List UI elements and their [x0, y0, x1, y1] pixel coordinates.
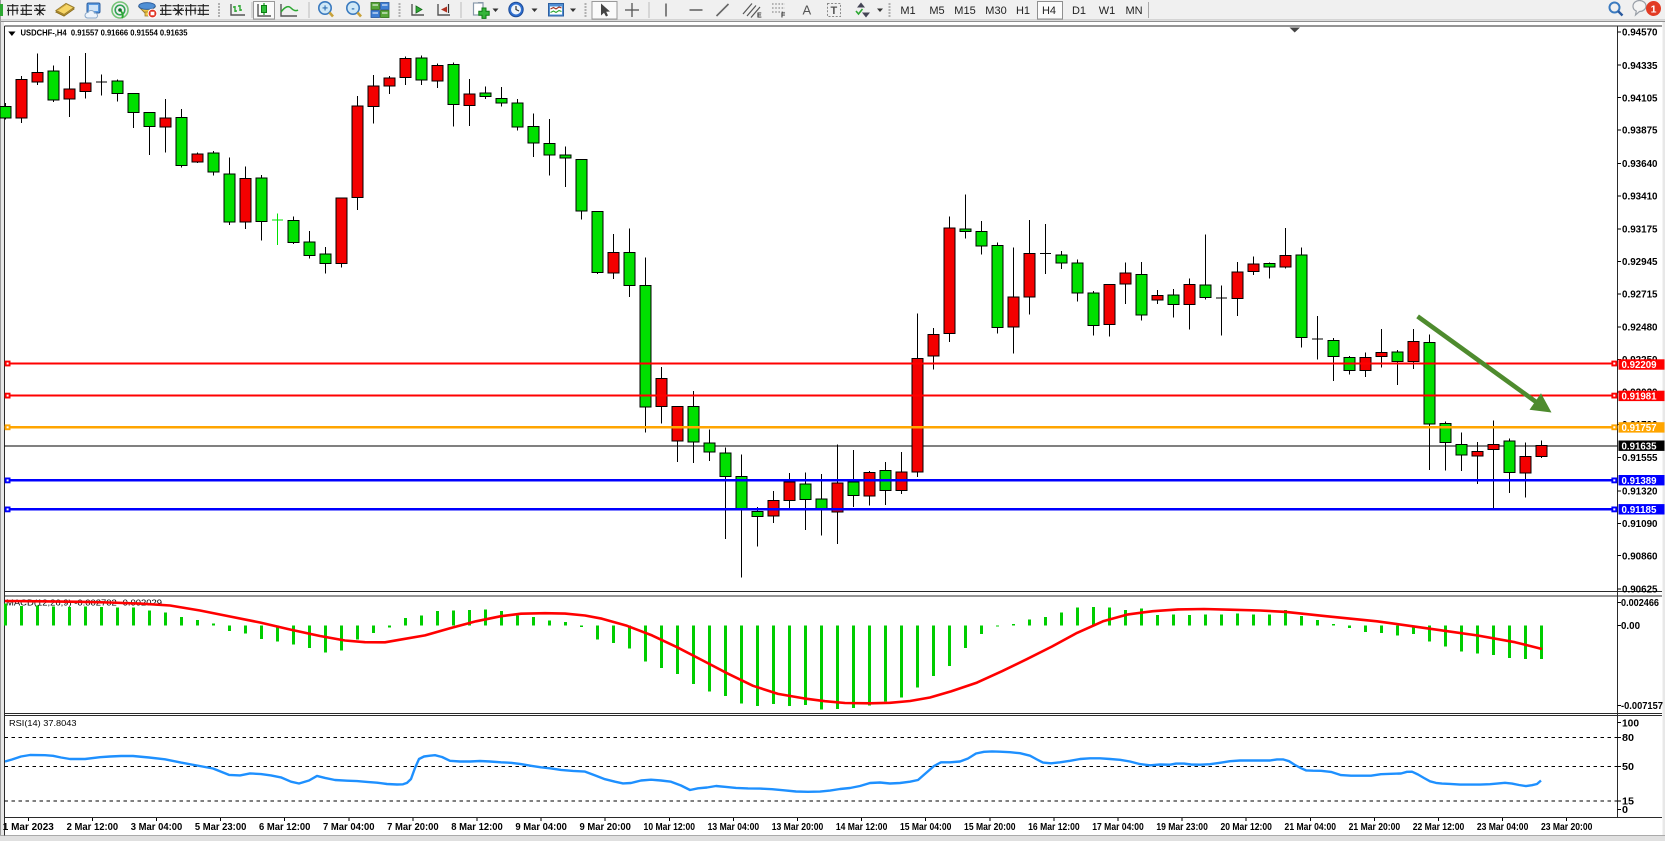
- svg-text:0.91389: 0.91389: [1622, 476, 1657, 487]
- svg-text:50: 50: [1622, 762, 1634, 773]
- svg-text:6 Mar 12:00: 6 Mar 12:00: [259, 822, 311, 833]
- svg-text:13 Mar 20:00: 13 Mar 20:00: [772, 822, 824, 833]
- svg-text:0.91555: 0.91555: [1622, 453, 1658, 464]
- svg-text:22 Mar 12:00: 22 Mar 12:00: [1413, 822, 1465, 833]
- svg-text:0.93640: 0.93640: [1622, 159, 1658, 170]
- svg-text:0.93875: 0.93875: [1622, 126, 1658, 137]
- svg-text:0.93410: 0.93410: [1622, 191, 1658, 202]
- svg-text:17 Mar 04:00: 17 Mar 04:00: [1092, 822, 1144, 833]
- svg-text:0.91320: 0.91320: [1622, 486, 1658, 497]
- svg-text:2 Mar 12:00: 2 Mar 12:00: [67, 822, 119, 833]
- svg-text:RSI(14) 37.8043: RSI(14) 37.8043: [9, 718, 77, 728]
- svg-text:1 Mar 2023: 1 Mar 2023: [3, 822, 54, 833]
- svg-text:3 Mar 04:00: 3 Mar 04:00: [131, 822, 183, 833]
- svg-text:0.91185: 0.91185: [1622, 505, 1657, 516]
- svg-text:-: -: [351, 3, 354, 14]
- svg-text:16 Mar 12:00: 16 Mar 12:00: [1028, 822, 1080, 833]
- svg-text:0.91981: 0.91981: [1622, 392, 1657, 403]
- svg-text:+: +: [322, 3, 328, 14]
- svg-text:80: 80: [1622, 733, 1634, 744]
- svg-text:E: E: [757, 13, 762, 20]
- svg-text:0.92945: 0.92945: [1622, 257, 1658, 268]
- svg-text:A: A: [803, 3, 812, 18]
- svg-text:100: 100: [1622, 718, 1639, 729]
- svg-text:USDCHF-,H4 0.91557 0.91666 0.: USDCHF-,H4 0.91557 0.91666 0.91554 0.916…: [21, 29, 188, 38]
- svg-text:0.002466: 0.002466: [1621, 598, 1659, 609]
- svg-text:M30: M30: [985, 5, 1006, 17]
- svg-text:T: T: [831, 5, 838, 17]
- svg-text:0.94570: 0.94570: [1622, 28, 1658, 39]
- svg-text:5 Mar 23:00: 5 Mar 23:00: [195, 822, 247, 833]
- svg-text:M5: M5: [929, 5, 944, 17]
- svg-text:0.90625: 0.90625: [1622, 585, 1658, 596]
- svg-text:21 Mar 04:00: 21 Mar 04:00: [1285, 822, 1337, 833]
- svg-text:15: 15: [1622, 797, 1634, 808]
- svg-text:20 Mar 12:00: 20 Mar 12:00: [1220, 822, 1272, 833]
- svg-text:MN: MN: [1125, 5, 1142, 17]
- svg-text:15 Mar 20:00: 15 Mar 20:00: [964, 822, 1016, 833]
- svg-text:23 Mar 20:00: 23 Mar 20:00: [1541, 822, 1593, 833]
- svg-text:0.91635: 0.91635: [1622, 441, 1657, 452]
- svg-text:0: 0: [1622, 805, 1628, 816]
- svg-text:H4: H4: [1042, 5, 1056, 17]
- svg-text:F: F: [781, 13, 786, 20]
- svg-text:15 Mar 04:00: 15 Mar 04:00: [900, 822, 952, 833]
- svg-text:23 Mar 04:00: 23 Mar 04:00: [1477, 822, 1529, 833]
- svg-text:7 Mar 20:00: 7 Mar 20:00: [387, 822, 439, 833]
- svg-text:D1: D1: [1072, 5, 1086, 17]
- svg-text:0.91090: 0.91090: [1622, 519, 1658, 530]
- svg-text:W1: W1: [1099, 5, 1116, 17]
- svg-text:0.92209: 0.92209: [1622, 360, 1657, 371]
- svg-text:9 Mar 20:00: 9 Mar 20:00: [579, 822, 631, 833]
- svg-text:14 Mar 12:00: 14 Mar 12:00: [836, 822, 888, 833]
- svg-text:-0.007157: -0.007157: [1621, 701, 1663, 712]
- svg-text:1: 1: [1651, 3, 1657, 15]
- svg-text:0.92480: 0.92480: [1622, 323, 1658, 334]
- svg-text:13 Mar 04:00: 13 Mar 04:00: [708, 822, 760, 833]
- svg-text:10 Mar 12:00: 10 Mar 12:00: [644, 822, 696, 833]
- svg-text:19 Mar 23:00: 19 Mar 23:00: [1156, 822, 1208, 833]
- svg-text:0.00: 0.00: [1621, 621, 1640, 632]
- svg-text:0.91757: 0.91757: [1622, 423, 1657, 434]
- svg-text:9 Mar 04:00: 9 Mar 04:00: [515, 822, 567, 833]
- svg-text:H1: H1: [1016, 5, 1030, 17]
- svg-text:21 Mar 20:00: 21 Mar 20:00: [1349, 822, 1401, 833]
- svg-text:0.94105: 0.94105: [1622, 93, 1658, 104]
- svg-text:0.93175: 0.93175: [1622, 225, 1658, 236]
- svg-text:0.92715: 0.92715: [1622, 290, 1658, 301]
- svg-text:0.90860: 0.90860: [1622, 551, 1658, 562]
- svg-text:M15: M15: [954, 5, 975, 17]
- svg-text:0.94335: 0.94335: [1622, 61, 1658, 72]
- svg-text:7 Mar 04:00: 7 Mar 04:00: [323, 822, 375, 833]
- svg-text:8 Mar 12:00: 8 Mar 12:00: [451, 822, 503, 833]
- svg-text:M1: M1: [900, 5, 915, 17]
